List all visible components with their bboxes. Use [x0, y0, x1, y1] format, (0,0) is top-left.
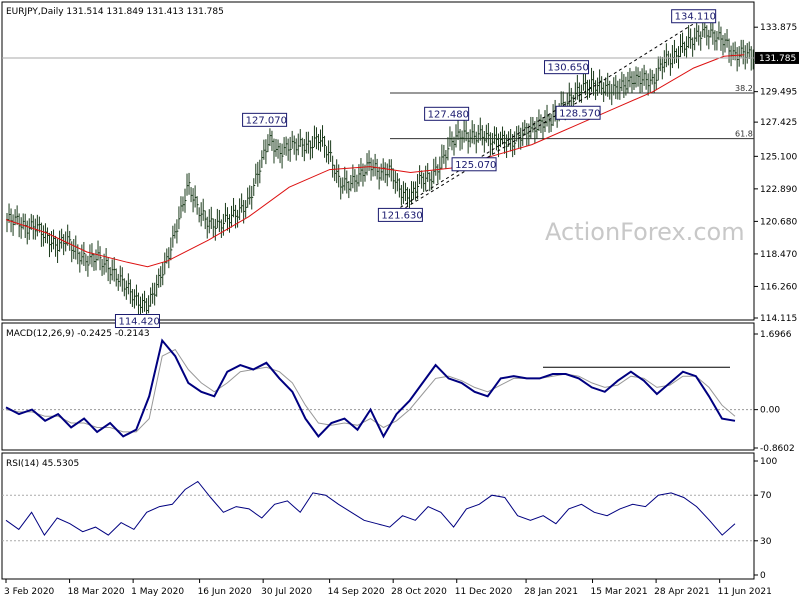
price-annotation-box: [114, 314, 160, 329]
macd-panel-frame: [1, 322, 755, 451]
price-tick-label: 118.470: [760, 250, 797, 260]
price-annotation-label: 127.480: [428, 109, 469, 120]
last-price-box: [755, 51, 799, 64]
fib-level-label: 61.8: [735, 130, 753, 139]
x-tick-label: 18 Mar 2020: [68, 587, 125, 597]
rsi-tick-label: 0: [760, 571, 766, 581]
price-annotation-box: [671, 9, 717, 24]
price-annotation-label: 130.650: [548, 63, 589, 74]
x-tick-label: 11 Jun 2021: [718, 587, 772, 597]
price-annotation-label: 134.110: [675, 12, 716, 23]
rsi-line: [5, 480, 736, 537]
price-tick-label: 114.115: [760, 314, 797, 324]
moving-average-line: [5, 54, 745, 268]
macd-line: [5, 338, 736, 439]
rsi-tick-label: 100: [760, 457, 777, 467]
x-tick-label: 16 Jun 2020: [198, 587, 252, 597]
x-tick-label: 28 Jan 2021: [524, 587, 578, 597]
price-tick-label: 127.425: [760, 118, 797, 128]
price-tick-label: 120.680: [760, 217, 797, 227]
price-tick-label: 122.890: [760, 185, 797, 195]
macd-panel-header: MACD(12,26,9) -0.2425 -0.2143: [6, 329, 150, 339]
price-annotation-label: 127.070: [246, 115, 287, 126]
price-panel-header: EURJPY,Daily 131.514 131.849 131.413 131…: [6, 7, 224, 17]
price-annotation-box: [377, 207, 423, 222]
macd-tick-label: 0.00: [760, 406, 780, 416]
x-tick-label: 11 Dec 2020: [455, 587, 513, 597]
price-annotation-label: 125.070: [455, 160, 496, 171]
x-tick-label: 1 May 2020: [131, 587, 184, 597]
price-annotation-box: [555, 105, 601, 120]
x-tick-label: 30 Jul 2020: [261, 587, 312, 597]
price-tick-label: 116.260: [760, 282, 797, 292]
price-annotation-label: 128.570: [559, 108, 600, 119]
x-tick-label: 28 Apr 2021: [654, 587, 710, 597]
price-tick-label: 129.495: [760, 88, 797, 98]
x-tick-label: 3 Feb 2020: [4, 587, 55, 597]
macd-tick-label: -0.8602: [760, 444, 795, 454]
x-tick-label: 28 Oct 2020: [391, 587, 447, 597]
last-price-label: 131.785: [759, 54, 796, 64]
rsi-tick-label: 30: [760, 537, 772, 547]
price-annotation-box: [242, 112, 288, 127]
x-tick-label: 15 Mar 2021: [591, 587, 648, 597]
rsi-panel-header: RSI(14) 45.5305: [6, 459, 79, 469]
price-panel-frame: [1, 1, 755, 321]
fib-level-label: 38.2: [735, 84, 753, 93]
x-tick-label: 14 Sep 2020: [328, 587, 385, 597]
macd-signal-line: [5, 348, 736, 433]
rsi-tick-label: 70: [760, 491, 772, 501]
price-annotation-box: [451, 157, 497, 172]
rsi-panel-frame: [1, 452, 755, 580]
watermark: ActionForex.com: [545, 218, 745, 246]
macd-tick-label: 1.6966: [760, 330, 792, 340]
trend-line-upper: [400, 23, 694, 208]
price-annotation-label: 114.420: [118, 317, 159, 328]
price-tick-label: 133.875: [760, 23, 797, 33]
price-tick-label: 125.100: [760, 152, 797, 162]
price-annotation-box: [544, 60, 590, 75]
price-annotation-box: [424, 106, 470, 121]
price-annotation-label: 121.630: [381, 210, 422, 221]
